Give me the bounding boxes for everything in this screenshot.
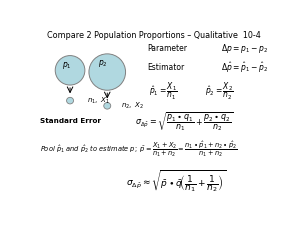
Text: Standard Error: Standard Error: [40, 118, 101, 124]
Ellipse shape: [104, 103, 111, 109]
Text: Parameter: Parameter: [147, 44, 187, 53]
Text: $p_2$: $p_2$: [98, 58, 107, 69]
Ellipse shape: [55, 56, 85, 85]
Text: $\sigma_{\Delta\hat{p}} \approx \sqrt{\bar{p} \bullet \bar{q}\!\left(\dfrac{1}{n: $\sigma_{\Delta\hat{p}} \approx \sqrt{\b…: [126, 169, 226, 195]
Text: $\hat{p}_2 = \dfrac{X_2}{n_2}$: $\hat{p}_2 = \dfrac{X_2}{n_2}$: [205, 80, 234, 102]
Text: Compare 2 Population Proportions – Qualitative  10-4: Compare 2 Population Proportions – Quali…: [47, 31, 261, 40]
Text: $n_1,\ X_1$: $n_1,\ X_1$: [88, 96, 110, 106]
Text: Estimator: Estimator: [147, 63, 184, 72]
Text: $\sigma_{\Delta\hat{p}} = \sqrt{\dfrac{p_1 \bullet q_1}{n_1} + \dfrac{p_2 \bulle: $\sigma_{\Delta\hat{p}} = \sqrt{\dfrac{p…: [135, 110, 233, 133]
Text: $p_1$: $p_1$: [62, 60, 71, 71]
Text: $\Delta\hat{p}=\hat{p}_1 - \hat{p}_2$: $\Delta\hat{p}=\hat{p}_1 - \hat{p}_2$: [221, 61, 268, 75]
Text: $n_2,\ X_2$: $n_2,\ X_2$: [121, 101, 144, 111]
Text: $\Delta p = p_1 - p_2$: $\Delta p = p_1 - p_2$: [221, 42, 268, 55]
Ellipse shape: [67, 97, 73, 104]
Text: $\mathit{Pool}\ \hat{p}_1\ \mathit{and}\ \hat{p}_2\ \mathit{to\ estimate}\ p;\ \: $\mathit{Pool}\ \hat{p}_1\ \mathit{and}\…: [40, 139, 238, 159]
Ellipse shape: [89, 54, 126, 90]
Text: $\hat{p}_1 = \dfrac{X_1}{n_1}$: $\hat{p}_1 = \dfrac{X_1}{n_1}$: [149, 80, 178, 102]
